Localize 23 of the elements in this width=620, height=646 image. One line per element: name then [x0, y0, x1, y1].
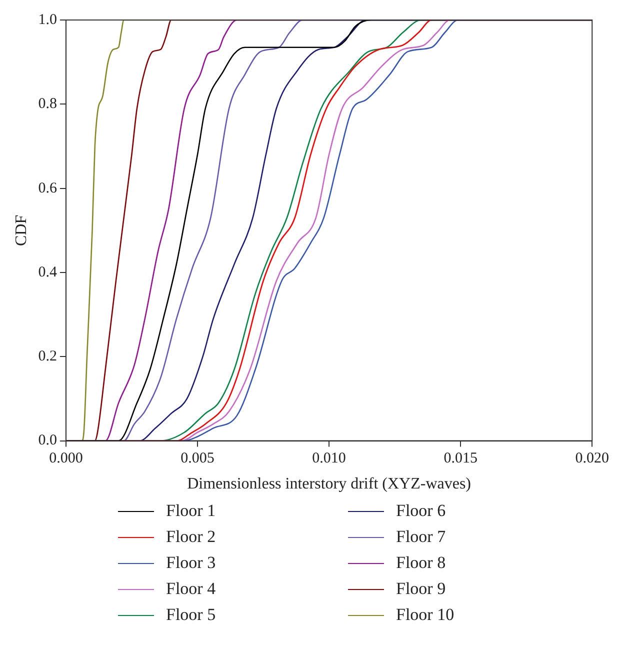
y-tick-label: 0.0 — [38, 432, 57, 449]
legend-label: Floor 5 — [166, 605, 216, 625]
legend-label: Floor 10 — [396, 605, 454, 625]
legend-label: Floor 7 — [396, 527, 446, 547]
y-tick-label: 0.6 — [38, 180, 58, 196]
legend-label: Floor 3 — [166, 553, 216, 573]
y-axis-title: CDF — [12, 214, 30, 246]
x-tick-label: 0.000 — [49, 450, 83, 467]
y-tick-label: 0.2 — [38, 348, 57, 365]
x-tick-label: 0.010 — [312, 450, 346, 467]
legend-label: Floor 1 — [166, 501, 216, 521]
x-tick-label: 0.020 — [575, 450, 609, 467]
legend-label: Floor 4 — [166, 579, 216, 599]
y-tick-label: 1.0 — [38, 12, 57, 28]
x-tick-label: 0.005 — [180, 450, 214, 467]
legend-label: Floor 8 — [396, 553, 446, 573]
legend-label: Floor 2 — [166, 527, 216, 547]
y-tick-label: 0.8 — [38, 96, 57, 112]
y-tick-label: 0.4 — [38, 264, 58, 280]
x-axis-title: Dimensionless interstory drift (XYZ-waves) — [187, 476, 472, 493]
legend-label: Floor 6 — [396, 501, 446, 521]
legend-label: Floor 9 — [396, 579, 446, 599]
x-tick-label: 0.015 — [444, 450, 478, 467]
